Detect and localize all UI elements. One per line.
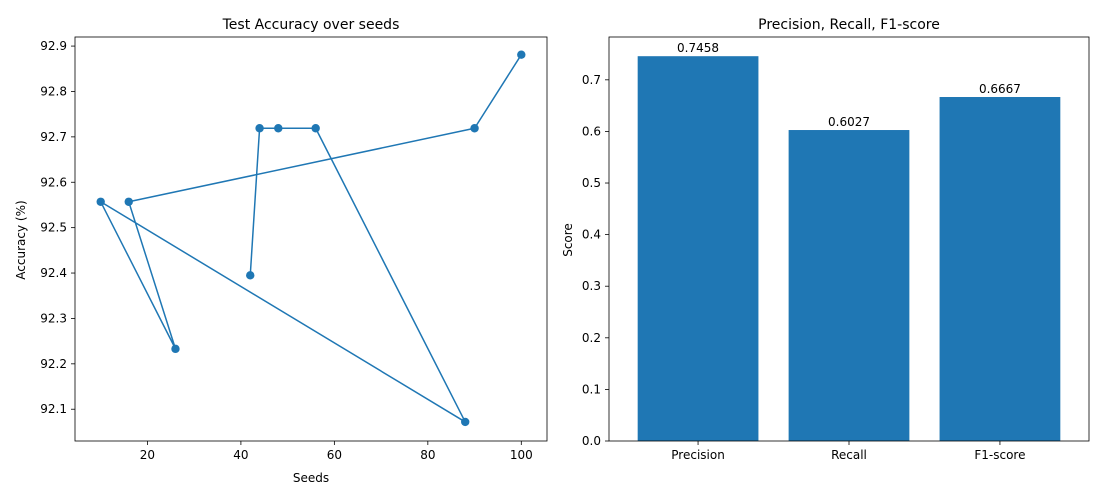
bar-value-label: 0.7458 bbox=[677, 41, 719, 55]
bar-f1-score bbox=[939, 97, 1061, 441]
accuracy-series-line bbox=[99, 54, 522, 423]
bar-value-label: 0.6027 bbox=[828, 115, 870, 129]
accuracy-data-point bbox=[255, 124, 264, 133]
line-chart-y-tick-label: 92.4 bbox=[40, 266, 67, 280]
bar-chart-x-tick-label: Recall bbox=[831, 448, 867, 462]
bar-chart-y-tick-label: 0.7 bbox=[582, 73, 601, 87]
line-chart-x-axis-label: Seeds bbox=[293, 471, 329, 485]
line-chart-x-tick-label: 40 bbox=[233, 448, 248, 462]
bar-chart-plot-area: 0.7458 Precision 0.6027 Recall 0.6667 F1-scor… bbox=[582, 36, 1090, 462]
line-chart-x-tick-label: 60 bbox=[327, 448, 342, 462]
bar-value-label: 0.6667 bbox=[979, 82, 1021, 96]
line-chart-y-tick-label: 92.6 bbox=[40, 175, 67, 189]
bar-chart-y-tick-label: 0.0 bbox=[582, 434, 601, 448]
bar-recall bbox=[788, 130, 910, 441]
bar-chart-x-tick-label: F1-score bbox=[974, 448, 1025, 462]
accuracy-data-point bbox=[171, 344, 180, 354]
line-chart-y-axis-label: Accuracy (%) bbox=[14, 200, 28, 279]
line-chart-y-tick-label: 92.1 bbox=[40, 402, 67, 416]
line-chart-title: Test Accuracy over seeds bbox=[222, 17, 400, 33]
accuracy-data-point bbox=[470, 124, 479, 133]
bar-chart-y-tick-label: 0.2 bbox=[582, 331, 601, 345]
line-chart-y-tick-label: 92.3 bbox=[40, 311, 67, 325]
line-chart-x-tick-label: 20 bbox=[140, 448, 155, 462]
line-chart-frame bbox=[74, 36, 548, 442]
bar-chart-y-tick-label: 0.6 bbox=[582, 124, 601, 138]
line-chart-y-tick-label: 92.5 bbox=[40, 221, 67, 235]
accuracy-data-point bbox=[274, 124, 283, 133]
accuracy-line-chart: Test Accuracy over seeds Seeds Accuracy … bbox=[14, 17, 548, 485]
bar-chart-y-axis-label: Score bbox=[561, 223, 575, 257]
accuracy-data-point bbox=[246, 271, 255, 280]
bar-chart-y-tick-label: 0.3 bbox=[582, 279, 601, 293]
bar-chart-y-tick-label: 0.1 bbox=[582, 382, 601, 396]
accuracy-data-point bbox=[461, 417, 470, 427]
line-chart-x-tick-label: 100 bbox=[510, 448, 533, 462]
metrics-bar-chart: Precision, Recall, F1-score Score 0.7458… bbox=[561, 17, 1090, 462]
bar-chart-title: Precision, Recall, F1-score bbox=[758, 17, 940, 33]
line-chart-x-tick-label: 80 bbox=[420, 448, 435, 462]
accuracy-data-point bbox=[124, 197, 133, 206]
bar-chart-frame bbox=[608, 36, 1090, 442]
line-chart-y-tick-label: 92.8 bbox=[40, 84, 67, 98]
bar-chart-y-tick-label: 0.5 bbox=[582, 176, 601, 190]
line-chart-y-tick-label: 92.9 bbox=[40, 39, 67, 53]
bar-chart-y-tick-label: 0.4 bbox=[582, 228, 601, 242]
accuracy-data-point bbox=[96, 197, 105, 206]
line-chart-plot-area: 20 40 60 80 100 92.1 92.2 92.3 92.4 92.5 92.6 92.7 9… bbox=[40, 36, 548, 462]
bar-chart-x-tick-label: Precision bbox=[671, 448, 725, 462]
accuracy-data-point bbox=[517, 50, 526, 59]
bar-precision bbox=[637, 56, 759, 441]
accuracy-data-point bbox=[311, 124, 320, 133]
line-chart-y-tick-label: 92.7 bbox=[40, 130, 67, 144]
line-chart-y-tick-label: 92.2 bbox=[40, 357, 67, 371]
